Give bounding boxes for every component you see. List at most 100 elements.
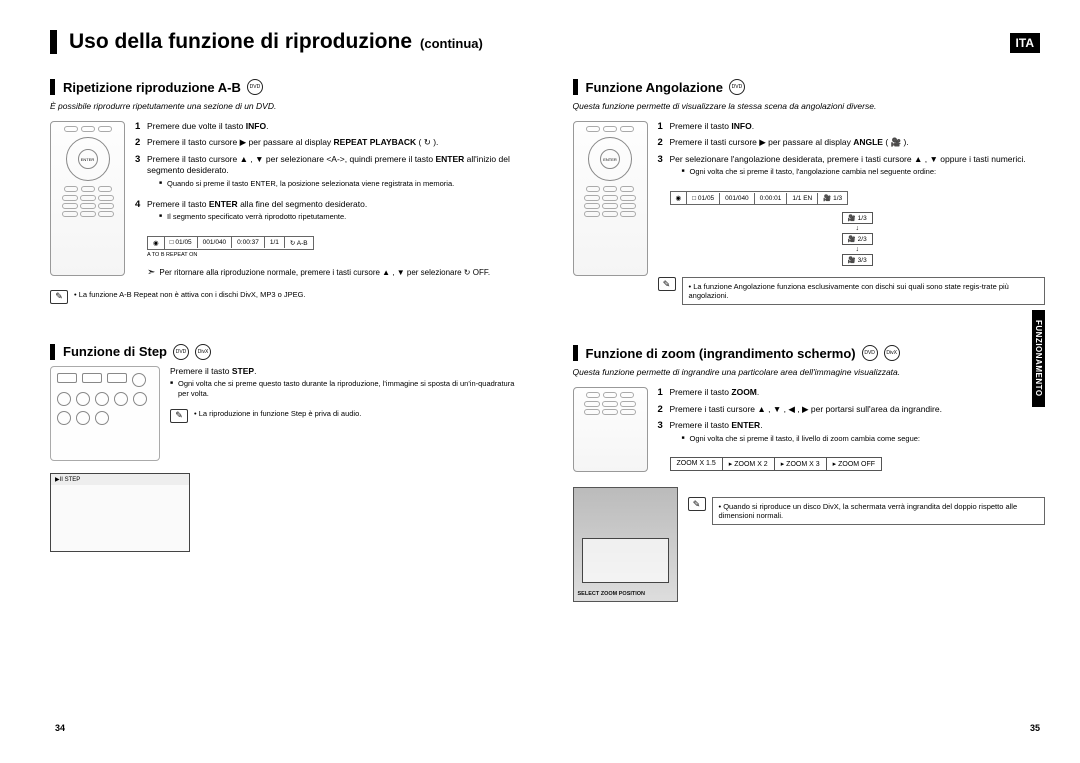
dvd-icon: DVD bbox=[247, 79, 263, 95]
page-number-right: 35 bbox=[1030, 723, 1040, 733]
page-title-suffix: (continua) bbox=[420, 36, 483, 51]
section-bar bbox=[573, 345, 578, 361]
section-a-head: Ripetizione riproduzione A-B DVD bbox=[50, 79, 523, 95]
step-text: Premere il tasto INFO. bbox=[670, 121, 755, 132]
section-a-footnote: ✎ • La funzione A-B Repeat non è attiva … bbox=[50, 290, 523, 304]
strip-cell: □ 01/05 bbox=[165, 237, 198, 248]
normal-note: ➣ Per ritornare alla riproduzione normal… bbox=[135, 268, 523, 278]
strip-cell: 🎥 1/3 bbox=[818, 192, 847, 204]
zoom-sequence: ZOOM X 1.5▸ ZOOM X 2▸ ZOOM X 3▸ ZOOM OFF bbox=[670, 457, 883, 471]
strip-cell: 1/1 bbox=[265, 237, 285, 248]
section-a-steps: 1Premere due volte il tasto INFO.2Premer… bbox=[135, 121, 523, 227]
section-a-intro: È possibile riprodurre ripetutamente una… bbox=[50, 101, 523, 111]
section-b-footnote: ✎ • La riproduzione in funzione Step è p… bbox=[170, 409, 523, 423]
step-text: Premere il tasto cursore ▲ , ▼ per selez… bbox=[147, 154, 523, 194]
display-strip-a: ◉□ 01/05001/0400:00:371/1↻ A-B bbox=[147, 236, 314, 250]
zoom-level: ▸ ZOOM OFF bbox=[827, 458, 881, 470]
step-number: 3 bbox=[658, 420, 670, 448]
strip-cell: □ 01/05 bbox=[687, 193, 720, 204]
section-b-bullet-text: Ogni volta che si preme questo tasto dur… bbox=[170, 379, 523, 399]
remote-illustration: ENTER bbox=[50, 121, 125, 276]
section-c-head: Funzione Angolazione DVD bbox=[573, 79, 1046, 95]
strip-cell: 0:00:37 bbox=[232, 237, 265, 248]
right-column: Funzione Angolazione DVD Questa funzione… bbox=[573, 79, 1046, 614]
note-icon: ✎ bbox=[658, 277, 676, 291]
note-icon: ✎ bbox=[50, 290, 68, 304]
section-bar bbox=[50, 79, 55, 95]
section-a-footnote-text: La funzione A-B Repeat non è attiva con … bbox=[79, 290, 306, 299]
page-number-left: 34 bbox=[55, 723, 65, 733]
section-a-content: ENTER 1Premere due volte il tasto INFO.2… bbox=[50, 121, 523, 278]
remote-illustration: ENTER bbox=[573, 121, 648, 276]
strip-cell: 001/040 bbox=[720, 193, 755, 204]
step-text: Premere il tasto ENTER.Ogni volta che si… bbox=[670, 420, 921, 448]
section-a-title: Ripetizione riproduzione A-B bbox=[63, 80, 241, 95]
section-b-title: Funzione di Step bbox=[63, 344, 167, 359]
note-icon: ✎ bbox=[170, 409, 188, 423]
strip-cell: 001/040 bbox=[198, 237, 233, 248]
step-number: 3 bbox=[658, 154, 670, 182]
section-d-footnote: ✎ • Quando si riproduce un disco DivX, l… bbox=[688, 497, 1046, 525]
section-d-title: Funzione di zoom (ingrandimento schermo) bbox=[586, 346, 856, 361]
step-sub-item: Il segmento specificato verrà riprodotto… bbox=[159, 212, 367, 222]
zoom-level: ▸ ZOOM X 2 bbox=[723, 458, 775, 470]
section-bar bbox=[573, 79, 578, 95]
step-text: Premere il tasto cursore ▶ per passare a… bbox=[147, 137, 438, 148]
page: Uso della funzione di riproduzione (cont… bbox=[50, 30, 1045, 733]
step-sub: Ogni volta che si preme il tasto, l'ango… bbox=[670, 167, 1026, 177]
step-number: 2 bbox=[135, 137, 147, 148]
section-c-footnote-text: La funzione Angolazione funziona esclusi… bbox=[689, 282, 1009, 300]
tv-label: ▶II STEP bbox=[51, 474, 189, 485]
section-d-footnote-text: Quando si riproduce un disco DivX, la sc… bbox=[719, 502, 1018, 520]
step-sub: Il segmento specificato verrà riprodotto… bbox=[147, 212, 367, 222]
angle-sequence: 🎥 1/3↓🎥 2/3↓🎥 3/3 bbox=[670, 211, 1046, 267]
angle-item: 🎥 1/3 bbox=[842, 212, 873, 224]
step-sub-item: Ogni volta che si preme il tasto, l'ango… bbox=[682, 167, 1026, 177]
section-c-title: Funzione Angolazione bbox=[586, 80, 723, 95]
section-c-intro: Questa funzione permette di visualizzare… bbox=[573, 101, 1046, 111]
section-b-head: Funzione di Step DVD DivX bbox=[50, 344, 523, 360]
strip-cell: ↻ A-B bbox=[285, 237, 313, 249]
step-text: Premere due volte il tasto INFO. bbox=[147, 121, 268, 132]
display-strip-c: ◉□ 01/05001/0400:00:011/1 EN🎥 1/3 bbox=[670, 191, 849, 205]
section-c-content: ENTER 1Premere il tasto INFO.2Premere il… bbox=[573, 121, 1046, 305]
two-column-layout: Ripetizione riproduzione A-B DVD È possi… bbox=[50, 79, 1045, 614]
step-number: 1 bbox=[658, 121, 670, 132]
section-c-footnote: ✎ • La funzione Angolazione funziona esc… bbox=[658, 277, 1046, 305]
step-number: 3 bbox=[135, 154, 147, 194]
strip-cell: 0:00:01 bbox=[755, 193, 788, 204]
step-number: 1 bbox=[658, 387, 670, 398]
step-item: 2Premere i tasti cursore ▲ , ▼ , ◀ , ▶ p… bbox=[658, 404, 1046, 415]
step-item: 1Premere due volte il tasto INFO. bbox=[135, 121, 523, 132]
note-icon: ✎ bbox=[688, 497, 706, 511]
step-text: Premere il tasto ENTER alla fine del seg… bbox=[147, 199, 367, 227]
divx-icon: DivX bbox=[884, 345, 900, 361]
step-item: 2Premere il tasto cursore ▶ per passare … bbox=[135, 137, 523, 148]
step-number: 2 bbox=[658, 404, 670, 415]
dvd-icon: DVD bbox=[862, 345, 878, 361]
divx-icon: DivX bbox=[195, 344, 211, 360]
step-number: 1 bbox=[135, 121, 147, 132]
dvd-icon: DVD bbox=[729, 79, 745, 95]
normal-note-text: Per ritornare alla riproduzione normale,… bbox=[159, 268, 490, 278]
step-text: Per selezionare l'angolazione desiderata… bbox=[670, 154, 1026, 182]
step-text: Premere il tasto ZOOM. bbox=[670, 387, 760, 398]
step-item: 2Premere il tasti cursore ▶ per passare … bbox=[658, 137, 1046, 148]
step-number: 2 bbox=[658, 137, 670, 148]
step-text: Premere i tasti cursore ▲ , ▼ , ◀ , ▶ pe… bbox=[670, 404, 942, 415]
remote-illustration bbox=[573, 387, 648, 472]
arrow-down-icon: ↓ bbox=[856, 225, 860, 232]
step-item: 4Premere il tasto ENTER alla fine del se… bbox=[135, 199, 523, 227]
strip-cell: ◉ bbox=[148, 237, 165, 249]
left-column: Ripetizione riproduzione A-B DVD È possi… bbox=[50, 79, 523, 614]
section-d-row2: SELECT ZOOM POSITION ✎ • Quando si ripro… bbox=[573, 487, 1046, 602]
section-d-steps: 1Premere il tasto ZOOM.2Premere i tasti … bbox=[658, 387, 1046, 448]
page-title: Uso della funzione di riproduzione bbox=[69, 30, 412, 54]
step-text: Premere il tasti cursore ▶ per passare a… bbox=[670, 137, 909, 148]
strip-caption-a: A TO B REPEAT ON bbox=[147, 252, 523, 258]
strip-cell: ◉ bbox=[671, 192, 688, 204]
section-c-steps: 1Premere il tasto INFO.2Premere il tasti… bbox=[658, 121, 1046, 182]
step-item: 1Premere il tasto ZOOM. bbox=[658, 387, 1046, 398]
section-d-intro: Questa funzione permette di ingrandire u… bbox=[573, 367, 1046, 377]
angle-item: 🎥 3/3 bbox=[842, 254, 873, 266]
